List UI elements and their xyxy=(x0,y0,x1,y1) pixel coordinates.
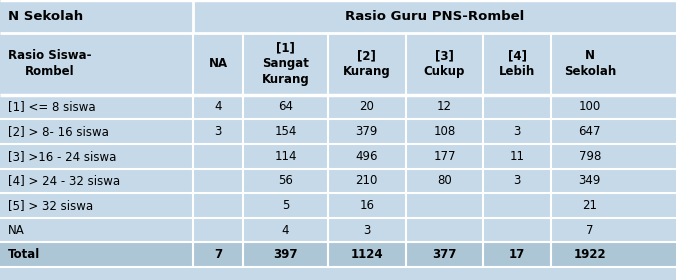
Text: 3: 3 xyxy=(363,224,370,237)
Text: 21: 21 xyxy=(582,199,598,212)
Bar xyxy=(0,144,676,169)
Text: 16: 16 xyxy=(359,199,375,212)
Text: 114: 114 xyxy=(274,150,297,163)
Text: 496: 496 xyxy=(356,150,378,163)
Text: 397: 397 xyxy=(273,248,298,261)
Text: 4: 4 xyxy=(282,224,289,237)
Text: 3: 3 xyxy=(514,174,521,187)
Text: 7: 7 xyxy=(214,248,222,261)
Text: 4: 4 xyxy=(214,101,222,113)
Text: 798: 798 xyxy=(579,150,601,163)
Text: 3: 3 xyxy=(514,125,521,138)
Text: 64: 64 xyxy=(278,101,293,113)
Text: 1124: 1124 xyxy=(350,248,383,261)
Bar xyxy=(0,33,676,95)
Text: NA: NA xyxy=(8,224,25,237)
Text: Rasio Guru PNS-Rombel: Rasio Guru PNS-Rombel xyxy=(345,10,524,23)
Text: 379: 379 xyxy=(356,125,378,138)
Text: 12: 12 xyxy=(437,101,452,113)
Text: 647: 647 xyxy=(579,125,601,138)
Text: 1922: 1922 xyxy=(573,248,606,261)
Text: 154: 154 xyxy=(274,125,297,138)
Text: 377: 377 xyxy=(432,248,457,261)
Text: NA: NA xyxy=(208,57,228,70)
Text: Total: Total xyxy=(8,248,41,261)
Text: [2]
Kurang: [2] Kurang xyxy=(343,49,391,78)
Text: [3] >16 - 24 siswa: [3] >16 - 24 siswa xyxy=(8,150,116,163)
Bar xyxy=(0,119,676,144)
Text: [1]
Sangat
Kurang: [1] Sangat Kurang xyxy=(262,41,310,86)
Bar xyxy=(0,95,676,119)
Text: 349: 349 xyxy=(579,174,601,187)
Bar xyxy=(0,193,676,218)
Text: [4] > 24 - 32 siswa: [4] > 24 - 32 siswa xyxy=(8,174,120,187)
Text: [5] > 32 siswa: [5] > 32 siswa xyxy=(8,199,93,212)
Text: [3]
Cukup: [3] Cukup xyxy=(424,49,465,78)
Bar xyxy=(0,0,676,33)
Bar xyxy=(0,169,676,193)
Text: 3: 3 xyxy=(214,125,222,138)
Text: [1] <= 8 siswa: [1] <= 8 siswa xyxy=(8,101,96,113)
Text: N
Sekolah: N Sekolah xyxy=(564,49,616,78)
Text: 108: 108 xyxy=(433,125,456,138)
Text: 56: 56 xyxy=(278,174,293,187)
Bar xyxy=(0,242,676,267)
Text: 80: 80 xyxy=(437,174,452,187)
Text: 17: 17 xyxy=(509,248,525,261)
Text: 20: 20 xyxy=(359,101,375,113)
Text: 100: 100 xyxy=(579,101,601,113)
Text: [4]
Lebih: [4] Lebih xyxy=(499,49,535,78)
Text: 177: 177 xyxy=(433,150,456,163)
Text: Rasio Siswa-
Rombel: Rasio Siswa- Rombel xyxy=(8,49,92,78)
Text: 7: 7 xyxy=(586,224,594,237)
Text: 5: 5 xyxy=(282,199,289,212)
Text: 210: 210 xyxy=(356,174,378,187)
Bar xyxy=(0,218,676,242)
Text: N Sekolah: N Sekolah xyxy=(8,10,83,23)
Text: [2] > 8- 16 siswa: [2] > 8- 16 siswa xyxy=(8,125,109,138)
Text: 11: 11 xyxy=(510,150,525,163)
